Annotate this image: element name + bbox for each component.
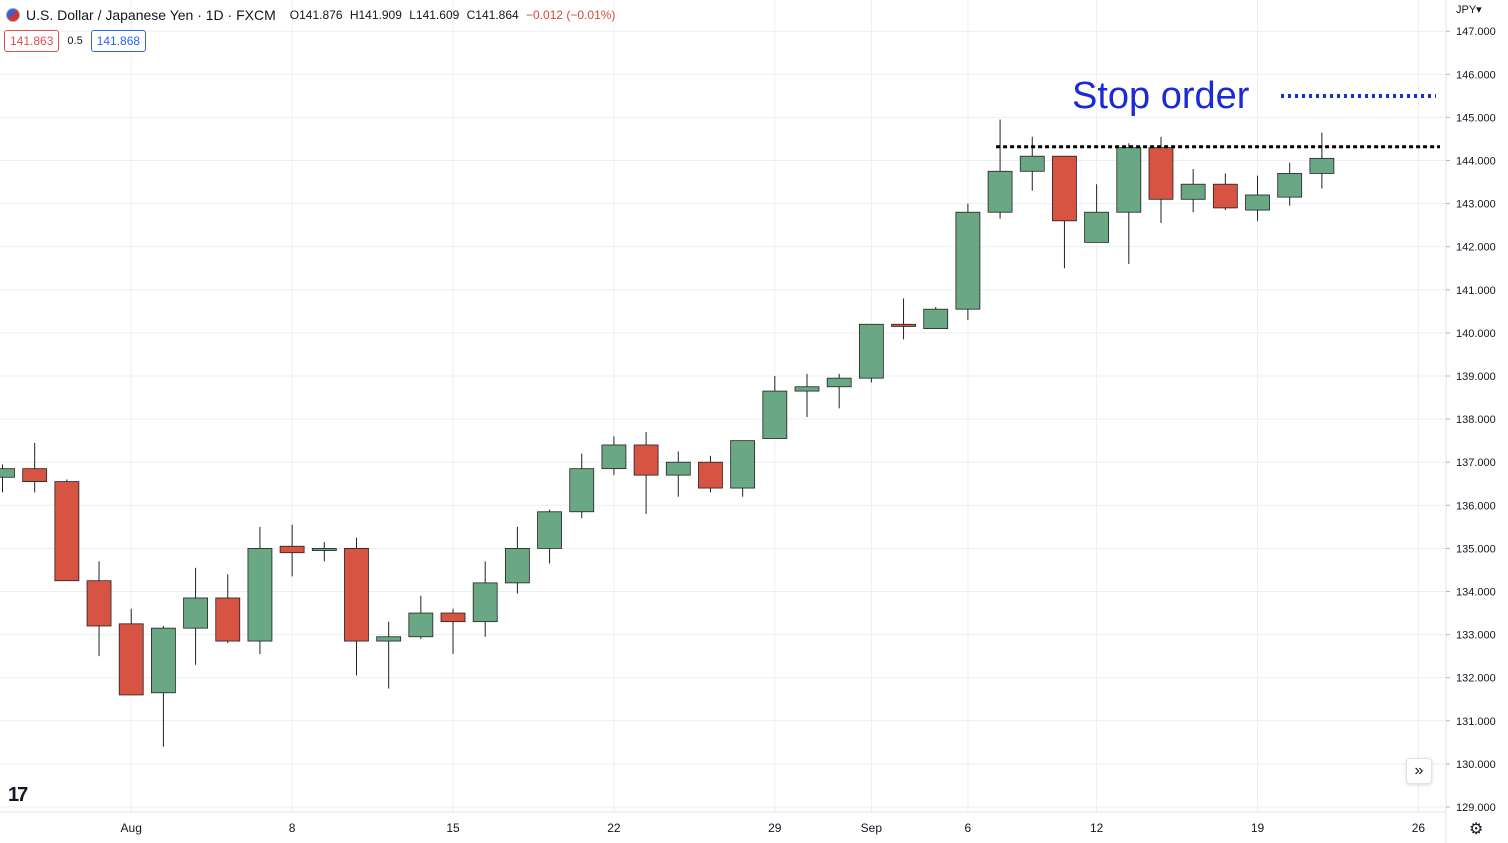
price-tick-label: 131.000 [1456, 716, 1496, 728]
stop-order-annotation: Stop order [1072, 75, 1250, 117]
price-axis: 129.000 130.000 131.000 132.000 133.000 134.0… [1446, 26, 1496, 814]
candle-body-up [1084, 211, 1110, 243]
trade-buttons: 141.863 0.5 141.868 [4, 30, 147, 52]
candle-body-up [183, 597, 208, 629]
price-tick-label: 135.000 [1456, 543, 1496, 555]
ohlc-change: −0.012 (−0.01%) [526, 8, 616, 22]
candle-body-up [1116, 147, 1142, 213]
price-tick-label: 138.000 [1456, 414, 1496, 426]
time-tick-label: 29 [768, 821, 782, 835]
candle-body-down [1052, 155, 1077, 222]
price-tick-label: 134.000 [1456, 587, 1496, 599]
time-tick-label: 19 [1251, 821, 1265, 835]
time-tick-label: Sep [861, 821, 883, 835]
candle-body-up [826, 377, 852, 388]
candle-body-up [1277, 173, 1303, 198]
candle-body-up [1019, 155, 1045, 172]
candle-body-up [150, 627, 176, 694]
price-tick-label: 143.000 [1456, 199, 1496, 211]
candle-body-down [698, 461, 723, 489]
buy-price-button[interactable]: 141.868 [90, 30, 147, 52]
price-tick-label: 141.000 [1456, 285, 1496, 297]
candle-body-up [0, 468, 15, 478]
candle-body-down [440, 612, 466, 623]
chart-header: U.S. Dollar / Japanese Yen · 1D · FXCM O… [6, 5, 619, 25]
candle-body-up [923, 308, 949, 329]
candle-body-up [858, 323, 884, 379]
usd-flag-icon [6, 8, 20, 22]
price-tick-label: 130.000 [1456, 759, 1496, 771]
candle-body-up [601, 444, 627, 470]
candle-body-up [794, 386, 820, 392]
time-tick-label: 15 [446, 821, 460, 835]
time-tick-label: 12 [1090, 821, 1104, 835]
price-tick-label: 129.000 [1456, 802, 1496, 814]
candle-body-down [1212, 183, 1238, 209]
candle-body-up [665, 461, 691, 476]
candle-body-up [537, 511, 562, 549]
candle-body-up [472, 582, 498, 623]
candle-body-down [86, 580, 112, 627]
candle-body-down [1148, 147, 1174, 200]
candle-body-up [1245, 194, 1270, 211]
candle-body-up [762, 390, 788, 439]
candle-body-down [633, 444, 659, 476]
currency-selector[interactable]: JPY▾ [1456, 4, 1482, 16]
price-tick-label: 137.000 [1456, 457, 1496, 469]
price-tick-label: 140.000 [1456, 328, 1496, 340]
tradingview-logo-icon[interactable]: 17 [8, 784, 28, 806]
ohlc-high: H141.909 [349, 8, 402, 22]
candle-body-up [504, 548, 530, 584]
settings-gear-icon[interactable]: ⚙ [1469, 821, 1484, 838]
time-tick-label: 26 [1412, 821, 1426, 835]
candle-body-down [215, 597, 241, 642]
candle-body-down [891, 323, 916, 327]
price-tick-label: 133.000 [1456, 630, 1496, 642]
candle-body-up [376, 636, 402, 642]
ohlc-low: L141.609 [409, 8, 460, 22]
price-tick-label: 145.000 [1456, 112, 1496, 124]
scroll-to-realtime-icon[interactable]: » [1406, 758, 1432, 784]
sell-price-button[interactable]: 141.863 [4, 30, 60, 52]
time-tick-label: 6 [965, 821, 972, 835]
candle-body-up [1309, 157, 1335, 174]
price-tick-label: 136.000 [1456, 500, 1496, 512]
price-tick-label: 144.000 [1456, 156, 1496, 168]
price-tick-label: 142.000 [1456, 242, 1496, 254]
candlestick-series [0, 119, 1335, 747]
ohlc-open: O141.876 [289, 8, 343, 22]
candle-body-down [54, 481, 80, 582]
candle-body-down [344, 548, 369, 642]
candle-body-up [730, 440, 756, 489]
candle-body-up [408, 612, 434, 638]
time-tick-label: 22 [607, 821, 621, 835]
candle-body-down [22, 468, 48, 482]
candle-body-up [987, 170, 1013, 213]
price-tick-label: 139.000 [1456, 371, 1496, 383]
time-tick-label: Aug [121, 821, 142, 835]
ohlc-values: O141.876 H141.909 L141.609 C141.864 −0.0… [290, 8, 620, 22]
chart-grid [0, 0, 1446, 812]
candle-body-up [569, 468, 595, 513]
time-tick-label: 8 [289, 821, 296, 835]
price-tick-label: 146.000 [1456, 69, 1496, 81]
candle-body-down [279, 545, 305, 554]
spread-value: 0.5 [67, 35, 83, 47]
candle-body-down [118, 623, 144, 696]
candle-body-up [955, 211, 981, 310]
price-tick-label: 147.000 [1456, 26, 1496, 38]
candle-body-up [247, 548, 273, 642]
price-tick-label: 132.000 [1456, 673, 1496, 685]
candle-body-up [1180, 183, 1206, 200]
candle-body-up [311, 548, 337, 551]
ohlc-close: C141.864 [466, 8, 519, 22]
symbol-title[interactable]: U.S. Dollar / Japanese Yen · 1D · FXCM [26, 7, 276, 23]
time-axis: Aug 8 15 22 29 Sep 6 12 19 26 [121, 821, 1426, 835]
